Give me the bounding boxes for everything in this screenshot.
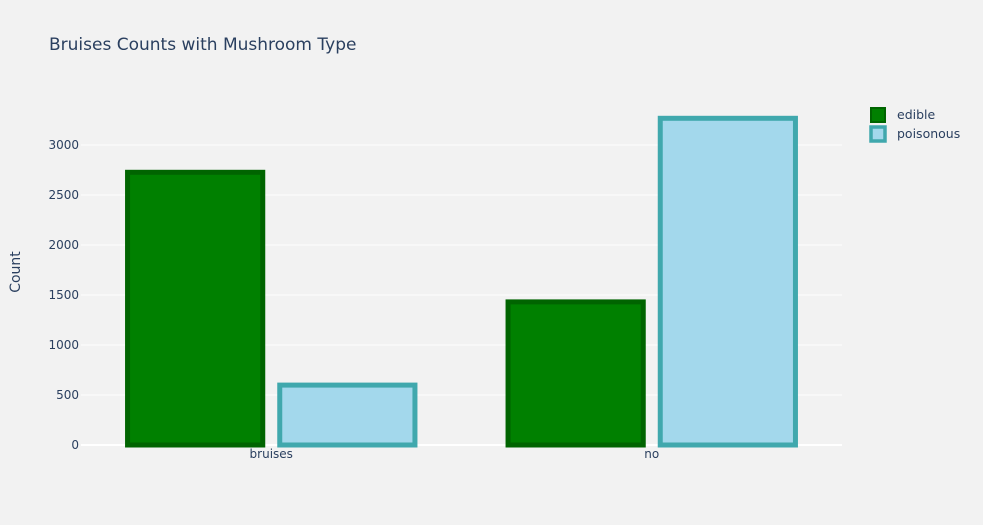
y-tick-label: 2500 bbox=[48, 188, 79, 202]
y-axis-title: Count bbox=[8, 251, 24, 293]
y-tick-label: 500 bbox=[56, 388, 79, 402]
x-axis-ticks: bruises no bbox=[250, 447, 660, 461]
bars bbox=[125, 115, 798, 448]
y-tick-label: 1500 bbox=[48, 288, 79, 302]
x-tick-label: no bbox=[644, 447, 659, 461]
chart-title: Bruises Counts with Mushroom Type bbox=[49, 35, 356, 55]
legend-swatch-edible[interactable] bbox=[870, 107, 886, 123]
legend-label-poisonous[interactable]: poisonous bbox=[897, 126, 960, 141]
legend-swatch-poisonous[interactable] bbox=[869, 125, 887, 143]
legend: edible poisonous bbox=[869, 107, 960, 143]
bar-poisonous-no bbox=[657, 115, 798, 448]
bar-poisonous-bruises bbox=[277, 382, 418, 448]
y-tick-label: 3000 bbox=[48, 138, 79, 152]
legend-label-edible[interactable]: edible bbox=[897, 107, 936, 122]
y-tick-label: 2000 bbox=[48, 238, 79, 252]
bar-edible-bruises bbox=[125, 169, 266, 448]
x-tick-label: bruises bbox=[250, 447, 293, 461]
y-tick-label: 0 bbox=[71, 438, 79, 452]
bar-edible-no bbox=[505, 299, 646, 448]
y-tick-label: 1000 bbox=[48, 338, 79, 352]
y-axis-ticks: 0 500 1000 1500 2000 2500 3000 bbox=[48, 138, 79, 452]
